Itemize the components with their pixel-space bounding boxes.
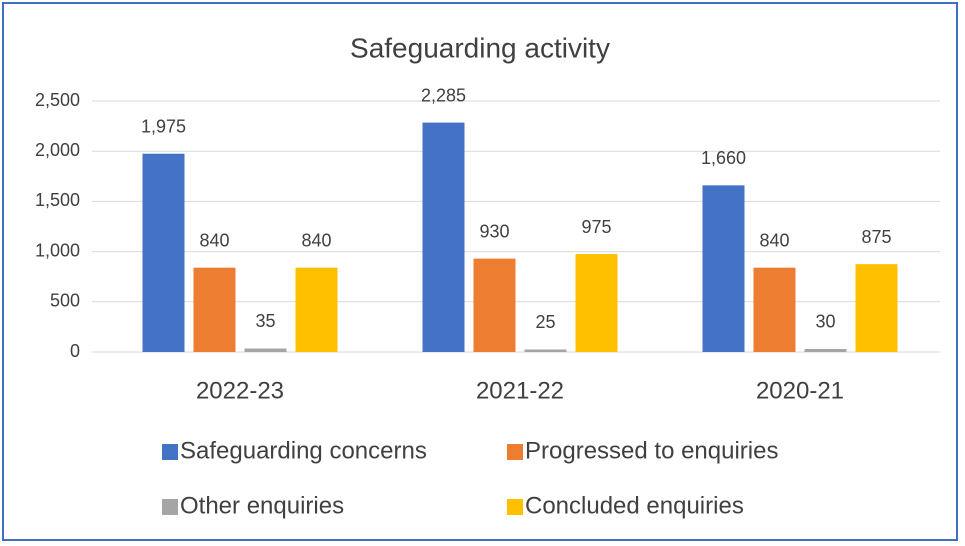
data-label: 1,975 [141, 116, 186, 136]
bar [244, 348, 287, 352]
legend-swatch [162, 444, 178, 460]
x-tick-label: 2021-22 [476, 377, 564, 404]
bar [753, 267, 796, 352]
bar [295, 267, 338, 352]
x-tick-label: 2022-23 [196, 377, 284, 404]
bar [804, 348, 847, 352]
y-tick-label: 0 [70, 341, 80, 361]
legend-swatch [162, 499, 178, 515]
data-label: 1,660 [701, 148, 746, 168]
legend-label: Concluded enquiries [525, 492, 744, 519]
chart-title: Safeguarding activity [350, 32, 610, 63]
bar [193, 267, 236, 352]
bar [524, 349, 567, 352]
legend-label: Safeguarding concerns [180, 437, 427, 464]
bar [422, 122, 465, 352]
x-tick-label: 2020-21 [756, 377, 844, 404]
bar [575, 254, 618, 352]
bar [142, 153, 185, 352]
bar [473, 258, 516, 352]
data-label: 840 [199, 230, 229, 250]
y-tick-label: 2,000 [35, 140, 80, 160]
legend-label: Progressed to enquiries [525, 437, 778, 464]
bar [702, 185, 745, 352]
data-label: 30 [815, 312, 835, 332]
y-tick-label: 1,500 [35, 190, 80, 210]
legend-label: Other enquiries [180, 492, 344, 519]
legend-swatch [507, 499, 523, 515]
data-label: 875 [861, 227, 891, 247]
y-tick-label: 2,500 [35, 90, 80, 110]
legend-swatch [507, 444, 523, 460]
data-label: 840 [759, 230, 789, 250]
data-label: 35 [255, 311, 275, 331]
data-label: 25 [535, 312, 555, 332]
data-label: 930 [479, 221, 509, 241]
bar [855, 264, 898, 352]
data-label: 975 [581, 217, 611, 237]
data-label: 840 [301, 230, 331, 250]
data-label: 2,285 [421, 85, 466, 105]
y-tick-label: 500 [50, 291, 80, 311]
y-tick-label: 1,000 [35, 240, 80, 260]
